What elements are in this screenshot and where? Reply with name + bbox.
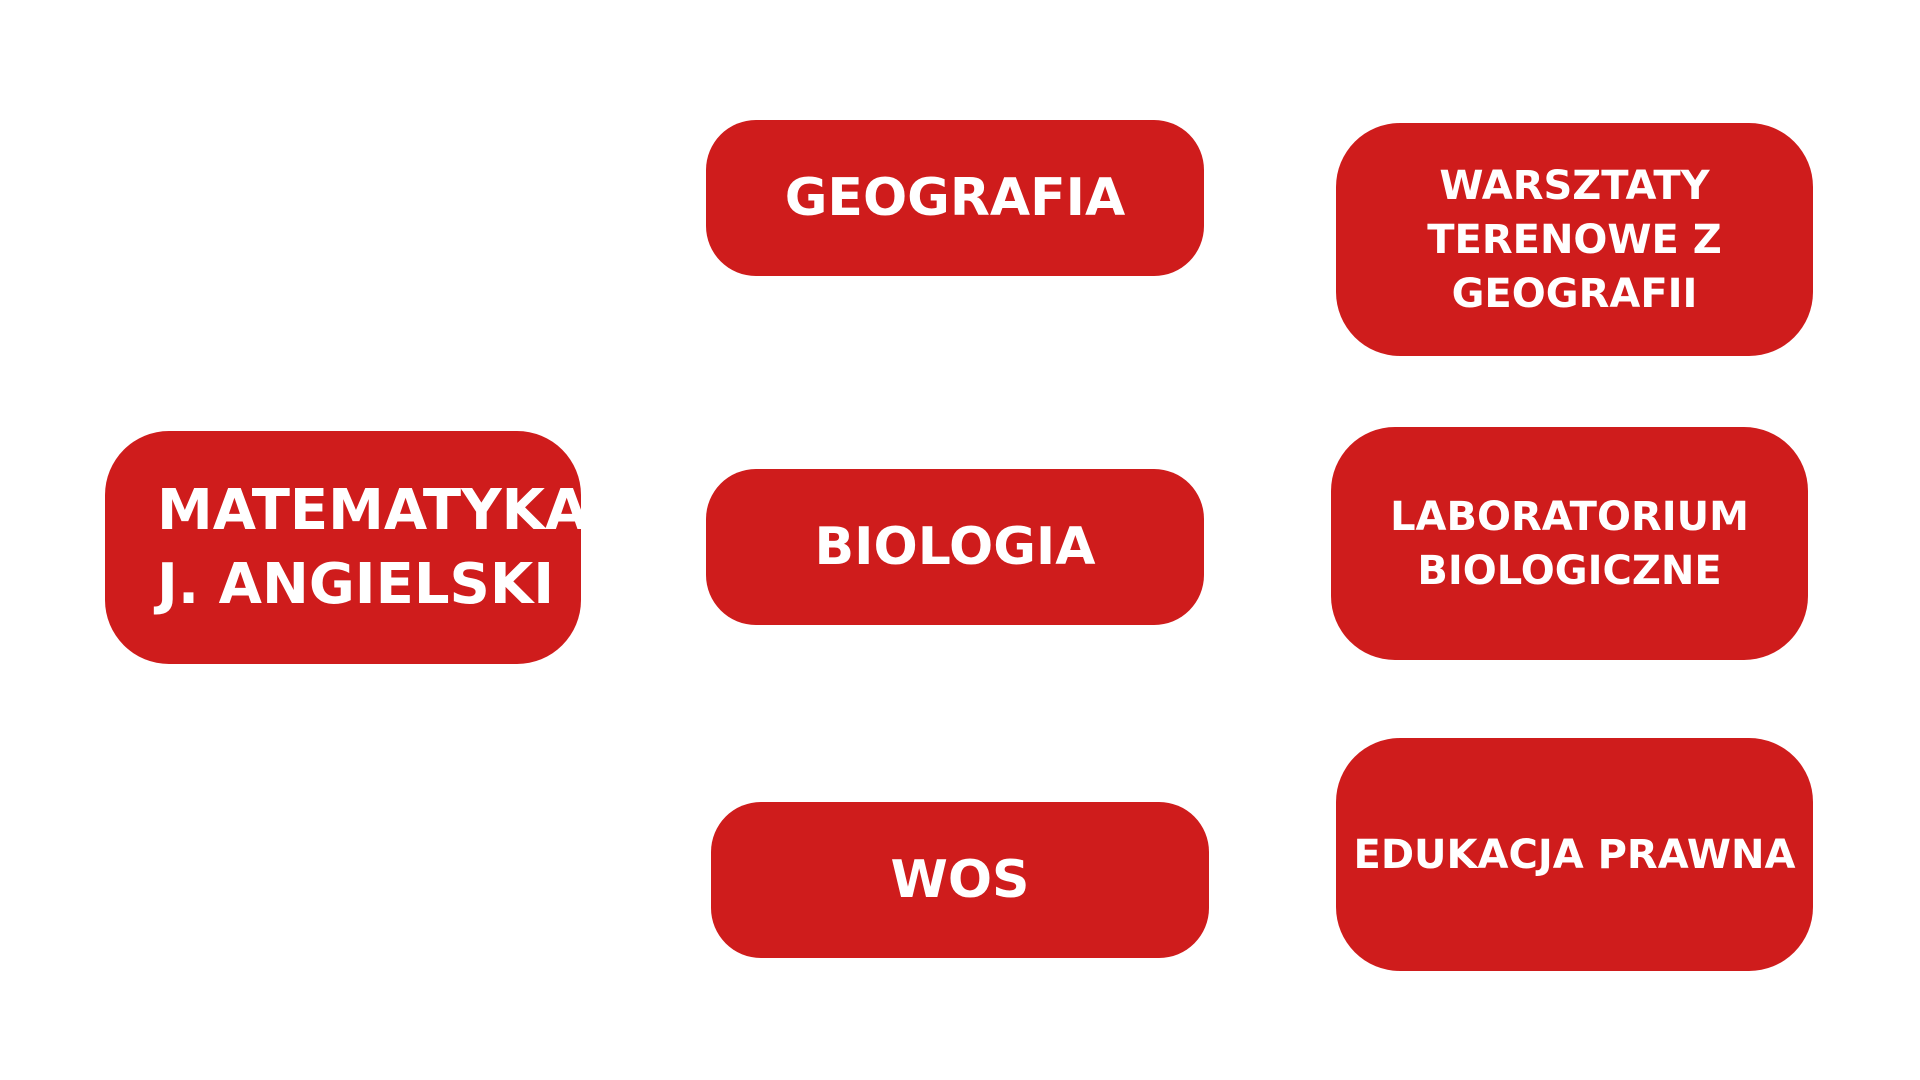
subject-box-geografia: GEOGRAFIA [706, 120, 1204, 276]
activity-label-warsztaty: WARSZTATY TERENOWE Z GEOGRAFII [1427, 162, 1722, 317]
subject-box-biologia: BIOLOGIA [706, 469, 1204, 625]
activity-box-laboratorium: LABORATORIUM BIOLOGICZNE [1331, 427, 1808, 660]
activity-label-edukacja: EDUKACJA PRAWNA [1353, 831, 1796, 878]
subject-box-wos: WOS [711, 802, 1209, 958]
subject-label-geografia: GEOGRAFIA [784, 167, 1126, 228]
activity-box-edukacja: EDUKACJA PRAWNA [1336, 738, 1813, 971]
core-subjects-box: MATEMATYKA J. ANGIELSKI [105, 431, 588, 664]
subject-label-biologia: BIOLOGIA [814, 516, 1096, 577]
activity-label-laboratorium: LABORATORIUM BIOLOGICZNE [1390, 493, 1749, 594]
subject-label-wos: WOS [890, 849, 1030, 910]
core-subjects-label: MATEMATYKA J. ANGIELSKI [157, 477, 589, 617]
activity-box-warsztaty: WARSZTATY TERENOWE Z GEOGRAFII [1336, 123, 1813, 356]
